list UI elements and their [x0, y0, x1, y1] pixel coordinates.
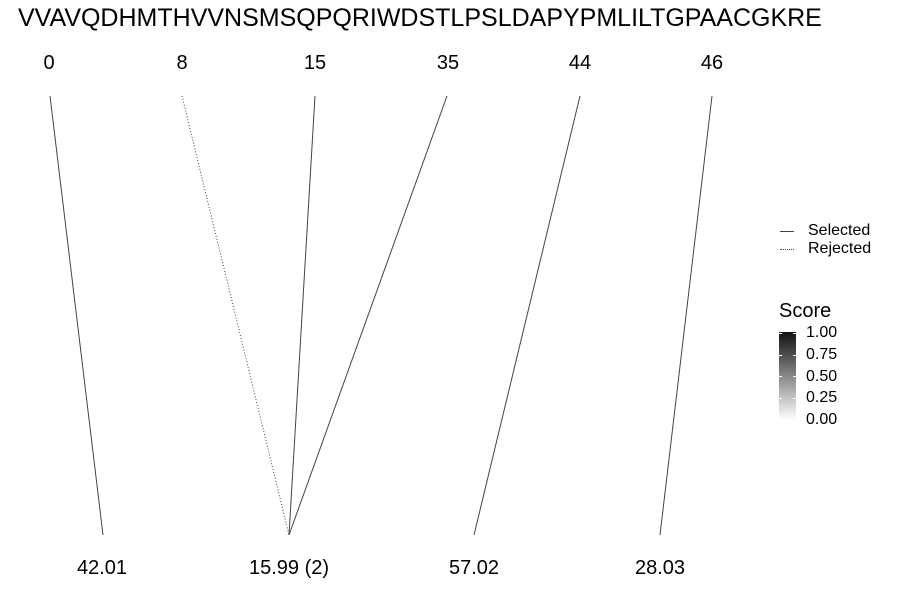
score-tick-label: 1.00	[806, 324, 838, 341]
mass-shift-label: 15.99 (2)	[248, 557, 330, 579]
score-tick-label: 0.25	[806, 389, 838, 406]
link-line-selected	[49, 95, 104, 536]
position-label: 8	[176, 52, 188, 74]
link-line-rejected	[181, 95, 290, 536]
legend-item-selected: Selected	[778, 222, 871, 240]
position-label: 46	[700, 52, 724, 74]
dotted-line-key	[780, 249, 794, 250]
line-type-legend: Selected Rejected	[778, 222, 871, 258]
score-tick-label: 0.50	[806, 368, 838, 385]
link-line-selected	[288, 95, 448, 536]
position-label: 35	[436, 52, 460, 74]
legend-label-selected: Selected	[808, 222, 871, 239]
solid-line-key	[780, 231, 794, 232]
peptide-sequence: VVAVQDHMTHVVNSMSQPQRIWDSTLPSLDAPYPMLILTG…	[18, 4, 822, 32]
position-label: 44	[568, 52, 592, 74]
score-colorbar	[779, 332, 796, 420]
legend-item-rejected: Rejected	[778, 240, 871, 258]
link-line-selected	[288, 95, 316, 536]
legend-label-rejected: Rejected	[808, 240, 872, 257]
mass-shift-label: 57.02	[448, 557, 500, 579]
score-legend-title: Score	[779, 300, 832, 322]
score-tick-label: 0.00	[806, 411, 838, 428]
mass-shift-label: 28.03	[634, 557, 686, 579]
score-tick-label: 0.75	[806, 346, 838, 363]
mass-shift-label: 42.01	[76, 557, 128, 579]
link-line-selected	[473, 95, 581, 536]
position-label: 0	[43, 52, 55, 74]
position-label: 15	[303, 52, 327, 74]
link-line-selected	[659, 95, 713, 536]
